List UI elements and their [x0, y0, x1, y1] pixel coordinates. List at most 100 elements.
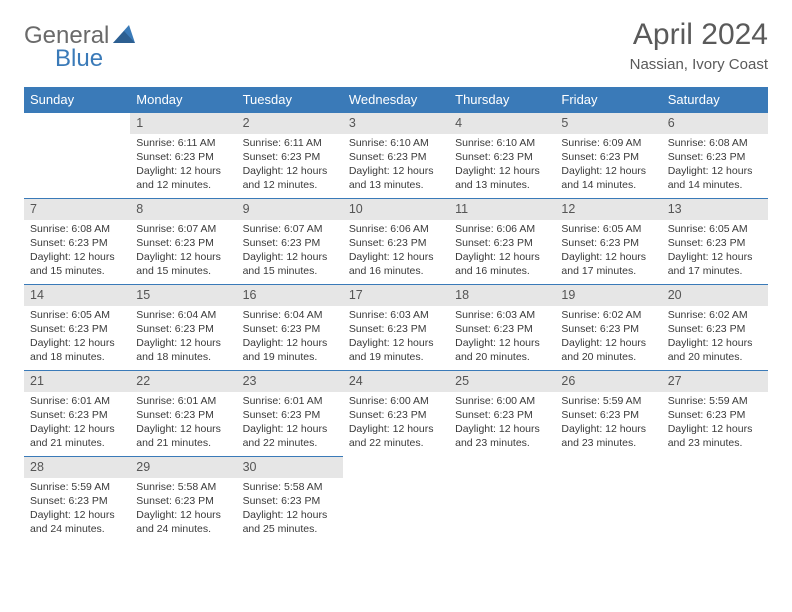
daylight-line: Daylight: 12 hours and 12 minutes.: [136, 164, 230, 192]
calendar-week-row: 14Sunrise: 6:05 AMSunset: 6:23 PMDayligh…: [24, 285, 768, 371]
sunrise-line: Sunrise: 5:58 AM: [243, 480, 337, 494]
sunrise-line: Sunrise: 6:05 AM: [30, 308, 124, 322]
daylight-line: Daylight: 12 hours and 22 minutes.: [243, 422, 337, 450]
day-number: 15: [130, 285, 236, 306]
day-number: 27: [662, 371, 768, 392]
day-details: Sunrise: 6:04 AMSunset: 6:23 PMDaylight:…: [130, 306, 236, 369]
day-details: Sunrise: 6:03 AMSunset: 6:23 PMDaylight:…: [449, 306, 555, 369]
calendar-cell: 9Sunrise: 6:07 AMSunset: 6:23 PMDaylight…: [237, 199, 343, 285]
sunrise-line: Sunrise: 6:03 AM: [455, 308, 549, 322]
day-details: Sunrise: 6:00 AMSunset: 6:23 PMDaylight:…: [449, 392, 555, 455]
sunrise-line: Sunrise: 6:06 AM: [349, 222, 443, 236]
daylight-line: Daylight: 12 hours and 13 minutes.: [349, 164, 443, 192]
sunset-line: Sunset: 6:23 PM: [668, 322, 762, 336]
sunset-line: Sunset: 6:23 PM: [349, 408, 443, 422]
calendar-cell: 15Sunrise: 6:04 AMSunset: 6:23 PMDayligh…: [130, 285, 236, 371]
daylight-line: Daylight: 12 hours and 12 minutes.: [243, 164, 337, 192]
sunrise-line: Sunrise: 5:58 AM: [136, 480, 230, 494]
sunset-line: Sunset: 6:23 PM: [243, 236, 337, 250]
daylight-line: Daylight: 12 hours and 24 minutes.: [136, 508, 230, 536]
day-details: Sunrise: 6:03 AMSunset: 6:23 PMDaylight:…: [343, 306, 449, 369]
daylight-line: Daylight: 12 hours and 17 minutes.: [561, 250, 655, 278]
calendar-cell: 2Sunrise: 6:11 AMSunset: 6:23 PMDaylight…: [237, 113, 343, 199]
sunrise-line: Sunrise: 6:11 AM: [243, 136, 337, 150]
logo-text-blue: Blue: [55, 45, 103, 73]
calendar-cell: 12Sunrise: 6:05 AMSunset: 6:23 PMDayligh…: [555, 199, 661, 285]
calendar-body: 1Sunrise: 6:11 AMSunset: 6:23 PMDaylight…: [24, 113, 768, 543]
sunset-line: Sunset: 6:23 PM: [30, 408, 124, 422]
sunset-line: Sunset: 6:23 PM: [136, 322, 230, 336]
calendar-week-row: 21Sunrise: 6:01 AMSunset: 6:23 PMDayligh…: [24, 371, 768, 457]
calendar-cell: 8Sunrise: 6:07 AMSunset: 6:23 PMDaylight…: [130, 199, 236, 285]
daylight-line: Daylight: 12 hours and 16 minutes.: [455, 250, 549, 278]
daylight-line: Daylight: 12 hours and 16 minutes.: [349, 250, 443, 278]
day-number: 29: [130, 457, 236, 478]
calendar-cell: 27Sunrise: 5:59 AMSunset: 6:23 PMDayligh…: [662, 371, 768, 457]
daylight-line: Daylight: 12 hours and 19 minutes.: [349, 336, 443, 364]
day-details: Sunrise: 6:11 AMSunset: 6:23 PMDaylight:…: [237, 134, 343, 197]
logo-triangle-icon: [113, 24, 135, 48]
sunset-line: Sunset: 6:23 PM: [349, 236, 443, 250]
daylight-line: Daylight: 12 hours and 18 minutes.: [136, 336, 230, 364]
day-details: Sunrise: 6:04 AMSunset: 6:23 PMDaylight:…: [237, 306, 343, 369]
sunset-line: Sunset: 6:23 PM: [561, 322, 655, 336]
calendar-cell: 13Sunrise: 6:05 AMSunset: 6:23 PMDayligh…: [662, 199, 768, 285]
day-number: 10: [343, 199, 449, 220]
calendar-cell: 24Sunrise: 6:00 AMSunset: 6:23 PMDayligh…: [343, 371, 449, 457]
calendar-cell: 23Sunrise: 6:01 AMSunset: 6:23 PMDayligh…: [237, 371, 343, 457]
header: General April 2024 Nassian, Ivory Coast: [24, 18, 768, 73]
weekday-header: Monday: [130, 87, 236, 113]
sunrise-line: Sunrise: 6:05 AM: [668, 222, 762, 236]
calendar-cell: 21Sunrise: 6:01 AMSunset: 6:23 PMDayligh…: [24, 371, 130, 457]
day-details: Sunrise: 6:11 AMSunset: 6:23 PMDaylight:…: [130, 134, 236, 197]
calendar-cell: 7Sunrise: 6:08 AMSunset: 6:23 PMDaylight…: [24, 199, 130, 285]
day-number: 19: [555, 285, 661, 306]
sunrise-line: Sunrise: 6:00 AM: [455, 394, 549, 408]
sunrise-line: Sunrise: 6:02 AM: [561, 308, 655, 322]
sunrise-line: Sunrise: 6:03 AM: [349, 308, 443, 322]
day-details: Sunrise: 5:59 AMSunset: 6:23 PMDaylight:…: [555, 392, 661, 455]
day-number: 23: [237, 371, 343, 392]
calendar-table: SundayMondayTuesdayWednesdayThursdayFrid…: [24, 87, 768, 543]
sunset-line: Sunset: 6:23 PM: [668, 408, 762, 422]
day-details: Sunrise: 6:01 AMSunset: 6:23 PMDaylight:…: [237, 392, 343, 455]
daylight-line: Daylight: 12 hours and 19 minutes.: [243, 336, 337, 364]
sunset-line: Sunset: 6:23 PM: [243, 494, 337, 508]
calendar-cell: 20Sunrise: 6:02 AMSunset: 6:23 PMDayligh…: [662, 285, 768, 371]
day-details: Sunrise: 6:05 AMSunset: 6:23 PMDaylight:…: [555, 220, 661, 283]
sunset-line: Sunset: 6:23 PM: [136, 408, 230, 422]
daylight-line: Daylight: 12 hours and 20 minutes.: [668, 336, 762, 364]
sunrise-line: Sunrise: 6:00 AM: [349, 394, 443, 408]
daylight-line: Daylight: 12 hours and 25 minutes.: [243, 508, 337, 536]
sunrise-line: Sunrise: 6:01 AM: [136, 394, 230, 408]
sunset-line: Sunset: 6:23 PM: [561, 408, 655, 422]
calendar-cell: [555, 457, 661, 543]
sunset-line: Sunset: 6:23 PM: [668, 236, 762, 250]
sunset-line: Sunset: 6:23 PM: [243, 322, 337, 336]
day-details: Sunrise: 6:06 AMSunset: 6:23 PMDaylight:…: [449, 220, 555, 283]
sunset-line: Sunset: 6:23 PM: [136, 494, 230, 508]
sunset-line: Sunset: 6:23 PM: [455, 322, 549, 336]
weekday-header: Sunday: [24, 87, 130, 113]
sunrise-line: Sunrise: 6:10 AM: [349, 136, 443, 150]
daylight-line: Daylight: 12 hours and 21 minutes.: [136, 422, 230, 450]
daylight-line: Daylight: 12 hours and 15 minutes.: [136, 250, 230, 278]
day-details: Sunrise: 6:08 AMSunset: 6:23 PMDaylight:…: [24, 220, 130, 283]
day-details: Sunrise: 6:08 AMSunset: 6:23 PMDaylight:…: [662, 134, 768, 197]
daylight-line: Daylight: 12 hours and 14 minutes.: [668, 164, 762, 192]
calendar-week-row: 28Sunrise: 5:59 AMSunset: 6:23 PMDayligh…: [24, 457, 768, 543]
sunset-line: Sunset: 6:23 PM: [30, 494, 124, 508]
sunrise-line: Sunrise: 6:08 AM: [30, 222, 124, 236]
sunset-line: Sunset: 6:23 PM: [455, 150, 549, 164]
sunset-line: Sunset: 6:23 PM: [30, 322, 124, 336]
sunrise-line: Sunrise: 6:08 AM: [668, 136, 762, 150]
calendar-cell: 29 Sunrise: 5:58 AMSunset: 6:23 PMDayligh…: [130, 457, 236, 543]
sunrise-line: Sunrise: 6:06 AM: [455, 222, 549, 236]
weekday-header: Saturday: [662, 87, 768, 113]
daylight-line: Daylight: 12 hours and 14 minutes.: [561, 164, 655, 192]
sunrise-line: Sunrise: 5:59 AM: [30, 480, 124, 494]
day-number: 11: [449, 199, 555, 220]
day-number: 21: [24, 371, 130, 392]
day-details: Sunrise: 6:01 AMSunset: 6:23 PMDaylight:…: [130, 392, 236, 455]
day-details: Sunrise: 5:59 AMSunset: 6:23 PMDaylight:…: [662, 392, 768, 455]
